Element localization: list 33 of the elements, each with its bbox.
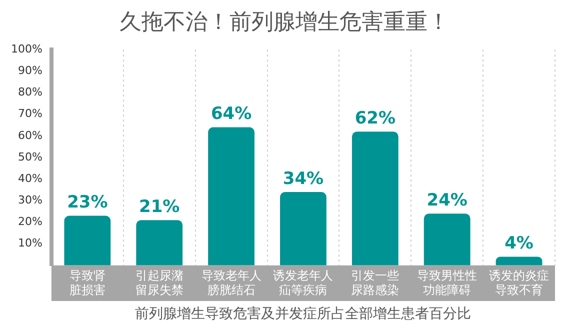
y-tick-label: 100% <box>10 42 42 56</box>
x-tick-label: 引发一些尿路感染 <box>351 268 400 298</box>
x-tick-label: 诱发的炎症导致不育 <box>489 268 550 298</box>
data-label: 62% <box>354 108 396 129</box>
bar <box>496 256 542 266</box>
y-tick-label: 80% <box>18 86 42 99</box>
chart-title: 久拖不治！前列腺增生危害重重！ <box>118 9 450 37</box>
bar <box>64 216 111 266</box>
x-axis-title: 前列腺增生导致危害及并发症所占全部增生患者百分比 <box>135 306 472 322</box>
y-tick-label: 90% <box>18 64 42 78</box>
data-label: 4% <box>504 234 534 254</box>
x-tick-label: 导致肾脏损害 <box>69 268 106 298</box>
data-label: 24% <box>426 190 468 211</box>
x-tick-label: 导致老年人膀胱结石 <box>201 268 262 298</box>
bar <box>424 214 470 266</box>
y-tick-label: 70% <box>18 107 42 120</box>
data-label: 23% <box>67 192 108 213</box>
bar <box>280 192 326 266</box>
bar <box>352 132 398 266</box>
y-tick-label: 30% <box>18 194 42 207</box>
y-tick-label: 20% <box>18 215 42 228</box>
y-tick-label: 60% <box>18 128 42 142</box>
data-label: 64% <box>210 104 252 124</box>
y-tick-label: 40% <box>18 172 42 185</box>
y-tick-label: 50% <box>18 150 42 164</box>
bar <box>136 220 183 266</box>
data-label: 21% <box>139 197 180 218</box>
data-label: 34% <box>282 168 324 189</box>
x-tick-label: 导致男性性功能障碍 <box>417 268 478 298</box>
x-tick-label: 引起尿潴留尿失禁 <box>135 268 184 298</box>
bar <box>208 127 254 266</box>
y-tick-label: 10% <box>18 236 42 250</box>
x-tick-label: 诱发老年人疝等疾病 <box>273 268 334 298</box>
